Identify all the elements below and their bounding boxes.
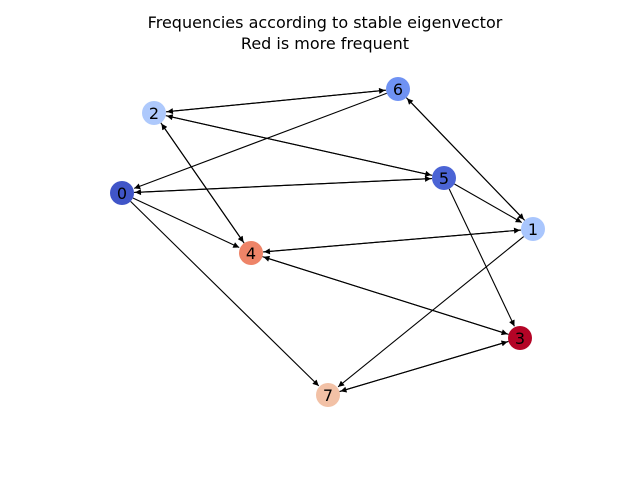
node-circle-7 bbox=[316, 383, 340, 407]
edge-5-to-1 bbox=[454, 183, 522, 224]
chart-title-line-2: Red is more frequent bbox=[241, 34, 409, 53]
edge-5-to-3 bbox=[448, 188, 515, 327]
edge-4-to-2 bbox=[160, 123, 245, 244]
node-label-6: 6 bbox=[393, 80, 403, 99]
node-6: 6 bbox=[386, 77, 410, 101]
node-7: 7 bbox=[316, 383, 340, 407]
edge-6-to-2 bbox=[166, 89, 387, 115]
edge-6-to-0 bbox=[133, 92, 387, 190]
edge-5-to-2 bbox=[166, 114, 433, 176]
edge-4-to-1 bbox=[262, 227, 521, 253]
edge-1-to-7 bbox=[337, 236, 525, 388]
edge-1-to-6 bbox=[406, 97, 526, 221]
node-5: 5 bbox=[432, 166, 456, 190]
edge-3-to-7 bbox=[340, 340, 509, 393]
node-circle-1 bbox=[521, 217, 545, 241]
nodes-layer: 0 1 2 3 4 5 6 7 bbox=[110, 77, 545, 407]
node-label-1: 1 bbox=[528, 220, 538, 239]
edge-0-to-7 bbox=[130, 201, 320, 387]
node-label-2: 2 bbox=[149, 104, 159, 123]
chart-title-line-1: Frequencies according to stable eigenvec… bbox=[148, 13, 503, 32]
node-circle-2 bbox=[142, 101, 166, 125]
node-circle-0 bbox=[110, 181, 134, 205]
node-2: 2 bbox=[142, 101, 166, 125]
node-label-7: 7 bbox=[323, 386, 333, 405]
node-circle-4 bbox=[239, 241, 263, 265]
node-label-4: 4 bbox=[246, 244, 256, 263]
edge-0-to-4 bbox=[132, 197, 240, 249]
node-circle-5 bbox=[432, 166, 456, 190]
node-0: 0 bbox=[110, 181, 134, 205]
node-4: 4 bbox=[239, 241, 263, 265]
node-circle-3 bbox=[508, 326, 532, 350]
edge-5-to-0 bbox=[134, 178, 433, 196]
node-circle-6 bbox=[386, 77, 410, 101]
node-label-5: 5 bbox=[439, 169, 449, 188]
node-label-0: 0 bbox=[117, 184, 127, 203]
edges-layer bbox=[130, 87, 526, 393]
node-label-3: 3 bbox=[515, 329, 525, 348]
node-3: 3 bbox=[508, 326, 532, 350]
edge-3-to-4 bbox=[263, 255, 509, 335]
node-1: 1 bbox=[521, 217, 545, 241]
